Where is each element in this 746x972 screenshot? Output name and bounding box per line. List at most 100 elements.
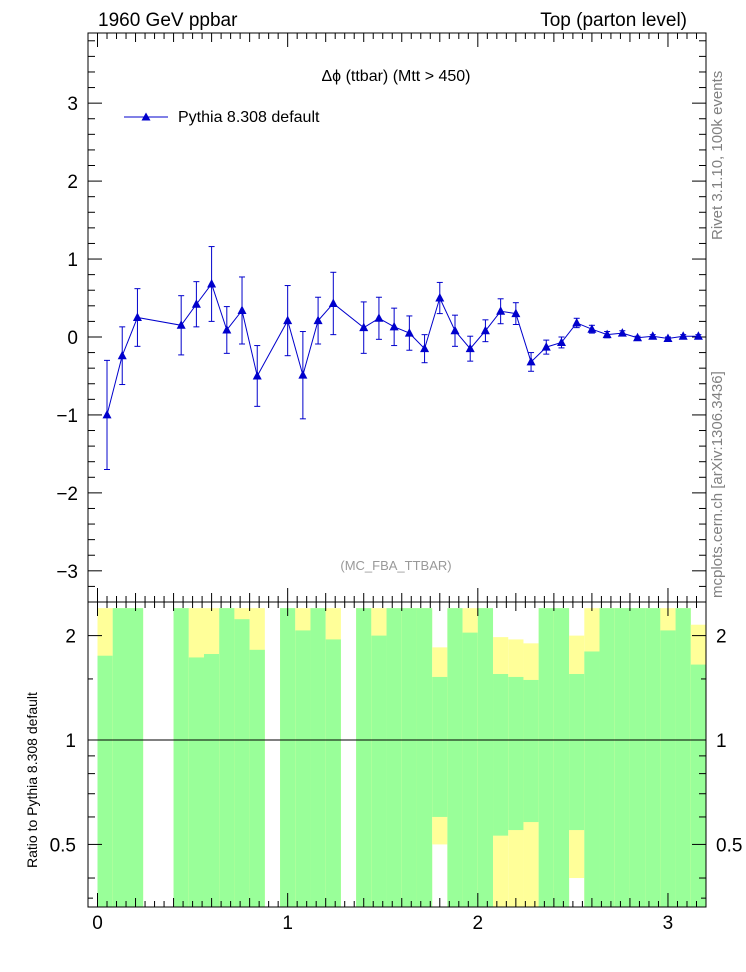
data-point: [237, 305, 247, 314]
legend-marker: [141, 112, 151, 121]
ratio-band-green: [401, 608, 417, 907]
header-right: Top (parton level): [540, 10, 687, 31]
analysis-label: (MC_FBA_TTBAR): [340, 558, 451, 573]
x-tick-label: 2: [473, 913, 484, 934]
data-point: [511, 308, 521, 318]
ratio-band-green: [356, 608, 372, 907]
ratio-band-green: [386, 608, 402, 907]
ratio-y-tick-label-right: 2: [716, 627, 727, 648]
ratio-bands: [88, 608, 706, 907]
ratio-band-green: [325, 639, 341, 907]
data-point: [117, 350, 127, 360]
data-point: [191, 299, 201, 308]
legend: Pythia 8.308 default: [124, 109, 320, 126]
data-point: [602, 329, 612, 339]
data-point: [404, 328, 414, 337]
x-tick-label: 0: [92, 913, 103, 934]
data-point: [298, 370, 308, 379]
data-point: [465, 343, 475, 353]
ratio-band-green: [477, 608, 494, 907]
data-point: [389, 321, 399, 331]
ratio-band-green: [645, 608, 661, 907]
ratio-band-green: [432, 676, 448, 817]
y-tick-label: 3: [67, 94, 78, 115]
data-point: [633, 332, 643, 342]
ratio-band-green: [295, 630, 311, 907]
y-tick-label: −2: [56, 484, 78, 505]
ratio-band-green: [629, 608, 646, 907]
ratio-band-green: [523, 679, 539, 823]
ratio-band-green: [188, 657, 204, 907]
ratio-band-green: [173, 608, 189, 907]
mcplots-label: mcplots.cern.ch [arXiv:1306.3436]: [709, 371, 726, 598]
ratio-axes: 0 1 2 3 0.5 0.5 1 1 2 2: [50, 601, 742, 934]
ratio-band-green: [584, 651, 600, 907]
data-point: [132, 312, 142, 321]
data-point: [176, 320, 186, 329]
ratio-y-tick-label-right: 1: [716, 731, 727, 752]
ratio-y-tick-label-right: 0.5: [716, 835, 742, 856]
data-point: [313, 315, 323, 325]
rivet-label: Rivet 3.1.10, 100k events: [709, 71, 726, 240]
data-point: [359, 322, 369, 332]
ratio-band-green: [310, 608, 326, 907]
ratio-band-green: [569, 674, 585, 831]
ratio-band-green: [416, 608, 433, 907]
data-point: [526, 356, 536, 366]
main-data: [102, 246, 703, 470]
ratio-y-tick-label: 1: [65, 731, 76, 752]
ratio-band-green: [280, 608, 296, 907]
data-point: [663, 333, 673, 343]
data-point: [252, 370, 262, 380]
data-point: [207, 278, 217, 288]
data-point: [374, 313, 384, 322]
data-point: [420, 343, 430, 353]
ratio-band-green: [538, 608, 554, 907]
data-point: [617, 328, 627, 337]
ratio-band-green: [553, 608, 570, 907]
ratio-band-green: [219, 608, 235, 907]
ratio-frame: [87, 601, 707, 908]
ratio-band-green: [203, 654, 220, 907]
main-axes: −3 −2 −1 0 1 2 3: [56, 32, 707, 603]
ratio-band-green: [249, 649, 265, 907]
data-point: [480, 325, 490, 335]
ratio-band-green: [112, 608, 144, 907]
data-point: [648, 331, 658, 340]
data-point: [102, 409, 112, 419]
ratio-y-tick-label: 0.5: [50, 835, 76, 856]
ratio-band-green: [675, 608, 691, 907]
data-point: [556, 337, 566, 346]
chart-title: Δϕ (ttbar) (Mtt > 450): [321, 68, 470, 85]
data-point: [693, 331, 703, 340]
series-line: [106, 282, 699, 416]
data-point: [587, 324, 597, 333]
ratio-band-green: [508, 676, 524, 831]
ratio-y-tick-label: 2: [65, 627, 76, 648]
ratio-band-green: [660, 630, 676, 907]
y-tick-label: 2: [67, 172, 78, 193]
data-point: [678, 331, 688, 340]
x-tick-label: 3: [663, 913, 674, 934]
ratio-band-green: [599, 608, 615, 907]
data-point: [283, 315, 293, 325]
legend-label: Pythia 8.308 default: [178, 109, 320, 126]
data-point: [222, 324, 232, 334]
data-point: [572, 317, 582, 327]
x-tick-label: 1: [282, 913, 293, 934]
ratio-band-green: [97, 655, 113, 907]
header-left: 1960 GeV ppbar: [98, 10, 238, 31]
data-point: [328, 298, 338, 307]
ratio-ylabel: Ratio to Pythia 8.308 default: [24, 692, 40, 868]
ratio-band-green: [462, 632, 478, 907]
y-tick-label: 1: [67, 250, 78, 271]
ratio-band-green: [234, 619, 250, 907]
data-point: [450, 325, 460, 335]
y-tick-label: 0: [67, 328, 78, 349]
ratio-band-green: [493, 674, 509, 836]
data-point: [435, 293, 445, 302]
y-tick-label: −3: [56, 562, 78, 583]
y-tick-label: −1: [56, 406, 78, 427]
ratio-band-green: [371, 635, 387, 907]
